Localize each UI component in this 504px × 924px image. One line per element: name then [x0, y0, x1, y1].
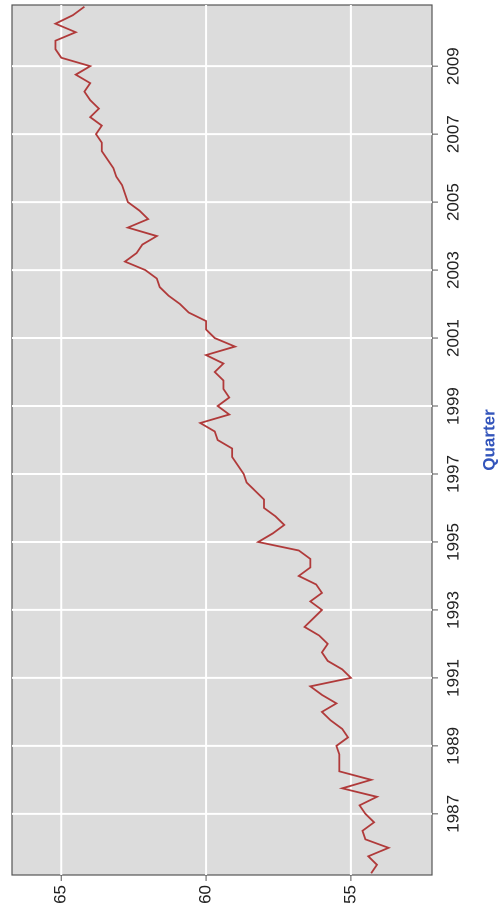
x-tick-label: 1989	[443, 727, 462, 765]
rotated-plot: Quarter 55 60 65 1987 1989 1991 1993 1995 1997 19…	[11, 4, 498, 904]
plot-panel	[11, 4, 433, 876]
x-tick-label: 1991	[443, 659, 462, 697]
x-tick-label: 1997	[443, 455, 462, 493]
y-tick-label: 60	[196, 885, 215, 904]
x-tick-label: 2007	[443, 115, 462, 153]
x-tick-label: 1993	[443, 591, 462, 629]
y-tick-label: 65	[51, 885, 70, 904]
x-axis-label: Quarter	[479, 409, 498, 471]
data-line	[53, 5, 392, 874]
x-tick-label: 2009	[443, 47, 462, 85]
x-tick-label: 2001	[443, 319, 462, 357]
x-tick-label: 1999	[443, 387, 462, 425]
x-tick-label: 1995	[443, 523, 462, 561]
y-tick-label: 55	[340, 885, 359, 904]
x-tick-label: 1987	[443, 795, 462, 833]
x-tick-label: 2003	[443, 251, 462, 289]
x-tick-label: 2005	[443, 183, 462, 221]
